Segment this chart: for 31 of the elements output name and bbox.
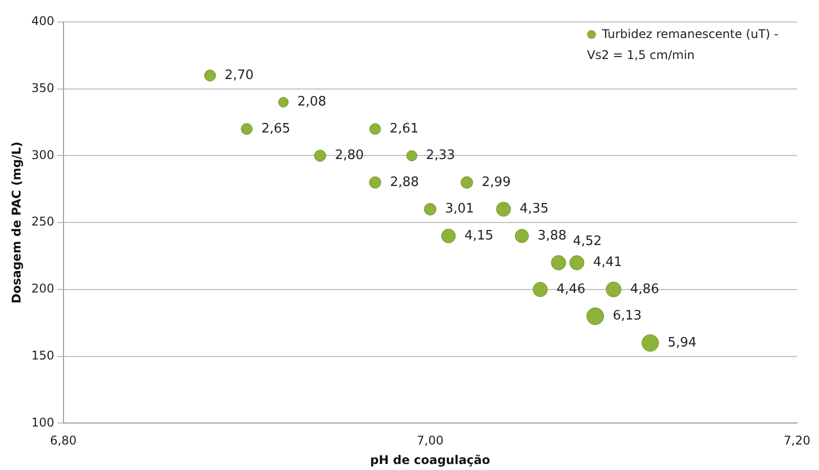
data-label: 3,88 (538, 228, 567, 244)
x-tick-label: 6,80 (50, 434, 77, 448)
data-label: 4,15 (464, 228, 494, 244)
data-label: 2,65 (261, 121, 290, 136)
data-label: 2,08 (297, 94, 326, 110)
y-tick-label: 100 (31, 415, 54, 430)
data-label: 4,46 (556, 282, 586, 297)
y-tick-label: 400 (31, 14, 54, 28)
y-tick-label: 150 (31, 348, 54, 362)
data-label: 2,61 (390, 121, 419, 136)
data-label: 2,80 (334, 148, 364, 164)
y-tick-label: 350 (31, 80, 54, 95)
data-label: 2,33 (426, 148, 456, 164)
y-tick-label: 250 (31, 214, 54, 229)
data-label: 2,70 (224, 68, 254, 83)
data-label: 2,88 (390, 174, 419, 190)
data-label: 4,35 (520, 202, 549, 217)
x-tick-label: 7,00 (416, 434, 444, 448)
data-label: 6,13 (612, 308, 642, 324)
data-label: 2,99 (482, 174, 511, 190)
y-axis-title: Dosagem de PAC (mg/L) (9, 142, 24, 304)
y-tick-label: 300 (31, 148, 54, 162)
y-tick-label: 200 (31, 282, 54, 296)
data-label: 4,86 (630, 282, 660, 297)
data-label: 4,41 (593, 255, 622, 270)
data-label: 4,52 (572, 234, 602, 250)
x-tick-label: 7,20 (784, 434, 810, 448)
data-label: 5,94 (668, 335, 697, 350)
x-axis-title: pH de coagulação (370, 452, 490, 467)
legend-label: Turbidez remanescente (uT) - Vs2 = 1,5 cm/min (587, 26, 780, 64)
data-label: 3,01 (445, 202, 474, 217)
